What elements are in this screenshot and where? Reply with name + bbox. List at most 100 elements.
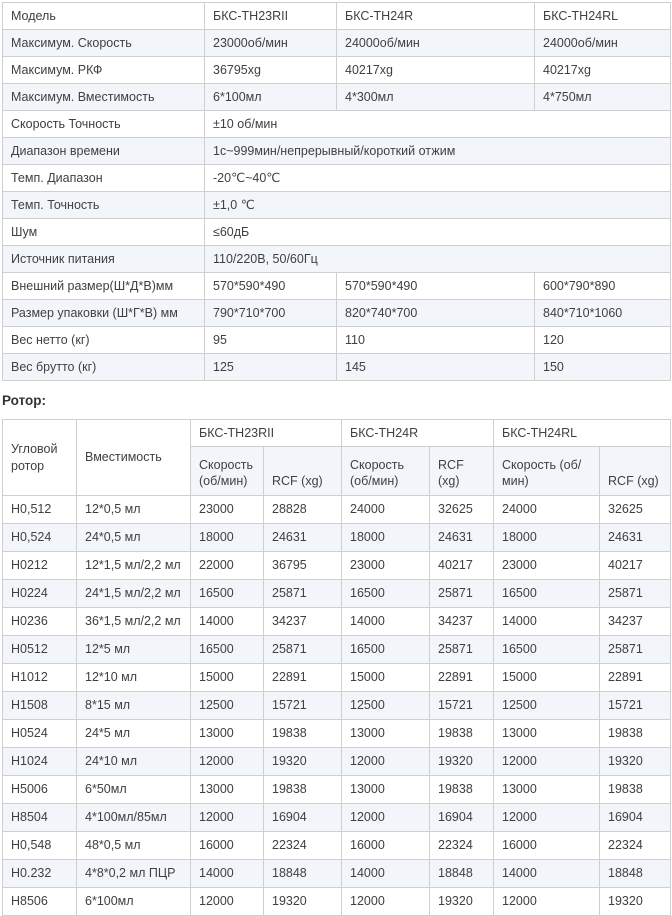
spec-row-label: Максимум. РКФ (2, 56, 205, 84)
rotor-rcf-value: 19838 (599, 775, 672, 804)
rotor-speed-value: 18000 (190, 523, 264, 552)
spec-row: Вес брутто (кг) 125 145 150 (2, 353, 671, 381)
spec-row-value: 570*590*490 (336, 272, 535, 300)
rotor-capacity: 6*100мл (76, 887, 191, 916)
rotor-id: H1508 (2, 691, 77, 720)
rotor-rcf-value: 15721 (429, 691, 495, 720)
rotor-rcf-value: 32625 (429, 495, 495, 524)
rotor-header-models-row: Угловой ротор Вместимость БКС-TH23RII БК… (2, 419, 672, 496)
rotor-capacity: 24*0,5 мл (76, 523, 191, 552)
rotor-rcf-value: 15721 (262, 691, 343, 720)
spec-row: Шум ≤60дБ (2, 218, 671, 246)
spec-row: Скорость Точность ±10 об/мин (2, 110, 671, 138)
rotor-id: H0,512 (2, 495, 77, 524)
spec-row-value: 4*300мл (336, 83, 535, 111)
rotor-speed-value: 15000 (493, 663, 601, 692)
rotor-rcf-value: 24631 (262, 523, 343, 552)
spec-row: Размер упаковки (Ш*Г*В) мм 790*710*700 820… (2, 299, 671, 327)
rotor-rcf-value: 28828 (262, 495, 343, 524)
rotor-row: H0224 24*1,5 мл/2,2 мл 16500 25871 16500 2587… (2, 579, 672, 608)
rotor-speed-value: 12500 (190, 691, 264, 720)
rotor-speed-value: 24000 (341, 495, 431, 524)
rotor-rcf-value: 22891 (429, 663, 495, 692)
rotor-rcf-value: 22324 (599, 831, 672, 860)
rotor-speed-value: 16000 (190, 831, 264, 860)
spec-row: Модель БКС-TH23RII БКС-TH24R БКС-TH24RL (2, 2, 671, 30)
spec-row: Максимум. Вместимость 6*100мл 4*300мл 4*750… (2, 83, 671, 111)
rotor-rcf-value: 18848 (429, 859, 495, 888)
rotor-speed-value: 23000 (190, 495, 264, 524)
spec-row-label: Размер упаковки (Ш*Г*В) мм (2, 299, 205, 327)
rotor-speed-value: 12000 (493, 887, 601, 916)
rotor-id: H0236 (2, 607, 77, 636)
spec-row-label: Скорость Точность (2, 110, 205, 138)
rcf-header-1: RCF (xg) (262, 446, 343, 496)
rotor-rcf-value: 34237 (262, 607, 343, 636)
rotor-row: H0512 12*5 мл 16500 25871 16500 25871 16500 258… (2, 635, 672, 664)
rotor-speed-value: 23000 (493, 551, 601, 580)
rotor-capacity: 36*1,5 мл/2,2 мл (76, 607, 191, 636)
rotor-speed-value: 13000 (190, 775, 264, 804)
spec-row-value: ±1,0 ℃ (204, 191, 671, 219)
rotor-speed-value: 13000 (341, 719, 431, 748)
rotor-capacity-header: Вместимость (76, 419, 191, 496)
spec-row-value: 4*750мл (534, 83, 671, 111)
rotor-rcf-value: 25871 (262, 635, 343, 664)
rotor-rcf-value: 16904 (599, 803, 672, 832)
rotor-speed-value: 12000 (341, 887, 431, 916)
rotor-rcf-value: 15721 (599, 691, 672, 720)
rotor-rcf-value: 40217 (429, 551, 495, 580)
rotor-row: H5006 6*50мл 13000 19838 13000 19838 13000 1983… (2, 775, 672, 804)
spec-row: Темп. Диапазон -20℃~40℃ (2, 164, 671, 192)
spec-row: Вес нетто (кг) 95 110 120 (2, 326, 671, 354)
rotor-speed-value: 12000 (493, 803, 601, 832)
spec-row: Темп. Точность ±1,0 ℃ (2, 191, 671, 219)
rotor-speed-value: 12000 (190, 803, 264, 832)
rotor-capacity: 4*100мл/85мл (76, 803, 191, 832)
rotor-speed-value: 22000 (190, 551, 264, 580)
rotor-speed-value: 16500 (493, 635, 601, 664)
rotor-speed-value: 13000 (493, 719, 601, 748)
rotor-capacity: 48*0,5 мл (76, 831, 191, 860)
rotor-rcf-value: 19838 (429, 719, 495, 748)
speed-header-3: Скорость (об/мин) (493, 446, 601, 496)
spec-row-value: ±10 об/мин (204, 110, 671, 138)
spec-row-label: Диапазон времени (2, 137, 205, 165)
rotor-row: H1024 24*10 мл 12000 19320 12000 19320 12000 19… (2, 747, 672, 776)
spec-row: Внешний размер(Ш*Д*В)мм 570*590*490 570*59… (2, 272, 671, 300)
rotor-row: H0,524 24*0,5 мл 18000 24631 18000 24631 18000… (2, 523, 672, 552)
rotor-id: H8506 (2, 887, 77, 916)
rotor-speed-value: 12000 (493, 747, 601, 776)
spec-row-label: Темп. Диапазон (2, 164, 205, 192)
rotor-row: H8506 6*100мл 12000 19320 12000 19320 12000 193… (2, 887, 672, 916)
rotor-row: H8504 4*100мл/85мл 12000 16904 12000 16904 120… (2, 803, 672, 832)
rotor-rcf-value: 22324 (262, 831, 343, 860)
rotor-rcf-value: 19838 (599, 719, 672, 748)
rotor-speed-value: 13000 (493, 775, 601, 804)
spec-table-body: Модель БКС-TH23RII БКС-TH24R БКС-TH24RL Макс… (2, 2, 671, 381)
rotor-rcf-value: 19838 (262, 719, 343, 748)
spec-row-value: БКС-TH24RL (534, 2, 671, 30)
rotor-speed-value: 12500 (341, 691, 431, 720)
spec-row-value: 36795xg (204, 56, 337, 84)
spec-row-label: Модель (2, 2, 205, 30)
rotor-rcf-value: 19320 (262, 747, 343, 776)
spec-row-label: Максимум. Вместимость (2, 83, 205, 111)
spec-row-label: Вес нетто (кг) (2, 326, 205, 354)
spec-row-value: 1с~999мин/непрерывный/короткий отжим (204, 137, 671, 165)
rotor-speed-value: 14000 (493, 859, 601, 888)
rotor-rcf-value: 25871 (429, 579, 495, 608)
rotor-speed-value: 13000 (341, 775, 431, 804)
rotor-rcf-value: 16904 (262, 803, 343, 832)
spec-row: Диапазон времени 1с~999мин/непрерывный/ко… (2, 137, 671, 165)
rotor-id: H5006 (2, 775, 77, 804)
spec-row-value: 24000об/мин (534, 29, 671, 57)
rotor-row: H1012 12*10 мл 15000 22891 15000 22891 15000 22… (2, 663, 672, 692)
spec-row-value: 570*590*490 (204, 272, 337, 300)
spec-row-value: БКС-TH24R (336, 2, 535, 30)
rotor-speed-value: 16500 (341, 635, 431, 664)
spec-row-value: 600*790*890 (534, 272, 671, 300)
spec-row-value: 23000об/мин (204, 29, 337, 57)
rotor-capacity: 6*50мл (76, 775, 191, 804)
rotor-rcf-value: 25871 (599, 579, 672, 608)
